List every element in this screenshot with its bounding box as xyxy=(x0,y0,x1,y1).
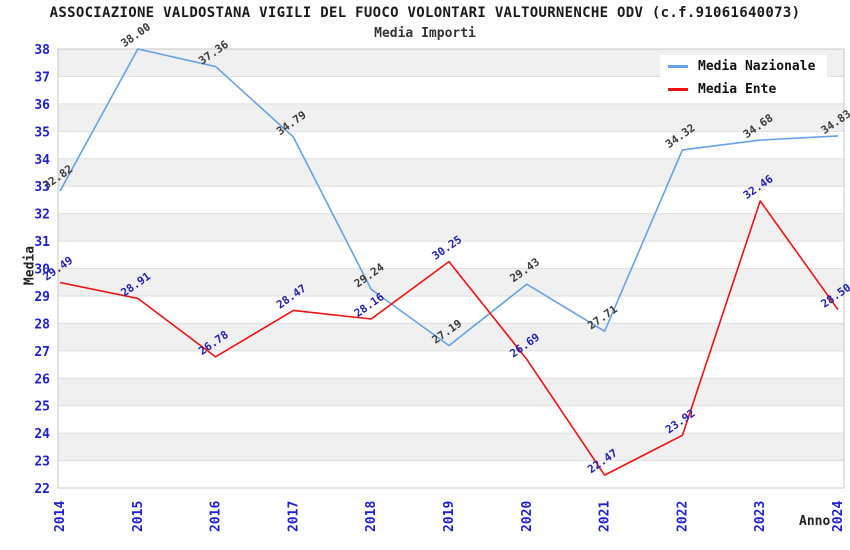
point-label-media-nazionale: 38.00 xyxy=(118,20,153,50)
y-tick-label: 34 xyxy=(34,153,50,168)
grid-band xyxy=(58,158,844,187)
grid-band xyxy=(58,268,844,296)
series-line-media-ente xyxy=(59,200,839,476)
legend-item-media-ente: Media Ente xyxy=(660,78,789,101)
grid-band xyxy=(58,433,844,461)
chart-title: ASSOCIAZIONE VALDOSTANA VIGILI DEL FUOCO… xyxy=(49,5,801,21)
legend-line-swatch-nazionale xyxy=(668,65,688,68)
x-tick-label: 2015 xyxy=(131,501,146,532)
chart-subtitle: Media Importi xyxy=(374,26,476,41)
y-tick-label: 26 xyxy=(34,372,50,387)
x-tick-label: 2018 xyxy=(364,501,379,532)
point-label-media-ente: 23.92 xyxy=(663,407,698,437)
y-tick-label: 25 xyxy=(34,400,50,415)
x-axis-title: Anno xyxy=(799,514,831,529)
x-tick-label: 2019 xyxy=(442,501,457,532)
y-tick-label: 23 xyxy=(34,455,50,470)
x-tick-label: 2022 xyxy=(675,501,690,532)
x-tick-label: 2020 xyxy=(520,501,535,532)
x-tick-label: 2024 xyxy=(831,501,846,532)
x-tick-label: 2021 xyxy=(598,501,613,532)
plot-frame xyxy=(57,48,845,489)
y-tick-label: 36 xyxy=(34,98,50,113)
legend-label-media-nazionale: Media Nazionale xyxy=(698,59,816,74)
y-tick-label: 31 xyxy=(34,235,50,250)
y-tick-label: 30 xyxy=(34,263,50,278)
y-tick-label: 24 xyxy=(34,427,50,442)
y-tick-label: 29 xyxy=(34,290,50,305)
y-tick-label: 33 xyxy=(34,180,50,195)
y-axis-title: Media xyxy=(22,245,38,286)
x-tick-label: 2017 xyxy=(286,501,301,532)
grid-band xyxy=(58,378,844,406)
y-tick-label: 32 xyxy=(34,208,50,223)
x-tick-label: 2023 xyxy=(753,501,768,532)
y-tick-label: 22 xyxy=(34,482,50,497)
legend-item-media-nazionale: Media Nazionale xyxy=(660,55,828,78)
y-tick-label: 38 xyxy=(34,43,50,58)
y-tick-label: 27 xyxy=(34,345,50,360)
grid-band xyxy=(58,213,844,242)
y-tick-label: 37 xyxy=(34,70,50,85)
x-tick-label: 2014 xyxy=(53,501,68,532)
series-line-media-nazionale xyxy=(59,48,839,347)
x-tick-label: 2016 xyxy=(209,501,224,532)
y-tick-label: 28 xyxy=(34,317,50,332)
y-tick-label: 35 xyxy=(34,125,50,140)
legend: Media Nazionale Media Ente xyxy=(660,55,828,101)
legend-line-swatch-ente xyxy=(668,88,688,91)
grid-band xyxy=(58,103,844,132)
legend-label-media-ente: Media Ente xyxy=(698,82,777,97)
